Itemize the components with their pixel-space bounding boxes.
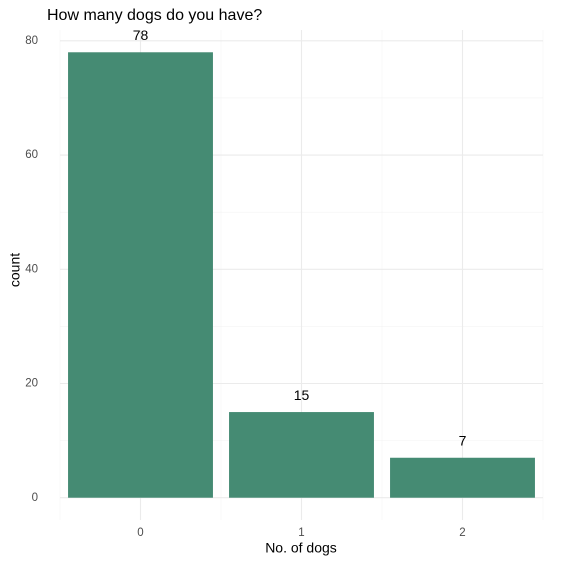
bar [390, 457, 535, 498]
y-tick-label: 20 [25, 378, 38, 390]
x-tick-label: 2 [459, 527, 465, 539]
bar [68, 52, 213, 498]
x-tick-label: 1 [298, 527, 304, 539]
bar [229, 412, 374, 498]
y-tick-label: 60 [25, 149, 38, 161]
y-tick-label: 80 [25, 35, 38, 47]
chart-title: How many dogs do you have? [47, 7, 262, 24]
data-label: 78 [133, 27, 149, 43]
data-label: 7 [459, 432, 467, 448]
y-tick-label: 0 [32, 492, 38, 504]
x-axis-label: No. of dogs [265, 540, 337, 556]
y-axis-label: count [7, 253, 23, 287]
data-label: 15 [294, 387, 310, 403]
x-tick-label: 0 [137, 527, 143, 539]
y-tick-label: 40 [25, 263, 38, 275]
